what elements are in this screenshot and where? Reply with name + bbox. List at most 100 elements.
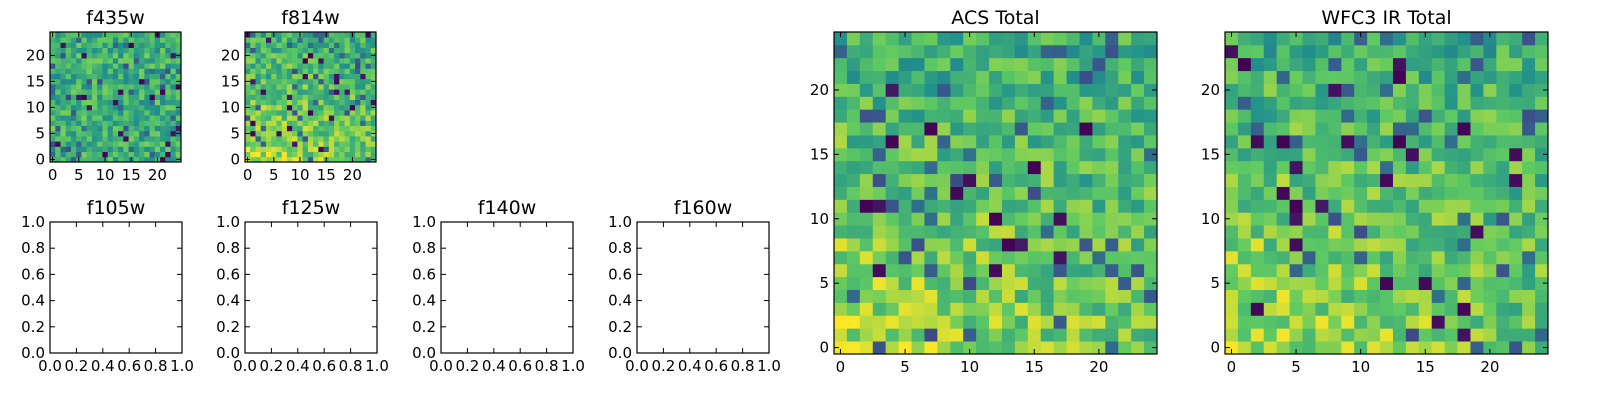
heatmap-cell: [1118, 160, 1132, 175]
heatmap-cell: [323, 63, 330, 69]
heatmap-cell: [1496, 276, 1510, 290]
heatmap-cell: [144, 89, 150, 95]
y-tick-label: 0.2: [21, 318, 45, 336]
heatmap-cell: [355, 120, 361, 126]
heatmap-cell: [1392, 225, 1407, 239]
heatmap-cell: [1444, 32, 1458, 46]
heatmap-cell: [1496, 160, 1510, 175]
heatmap-cell: [1001, 225, 1016, 239]
heatmap-cell: [885, 186, 899, 200]
heatmap-cell: [292, 156, 298, 163]
heatmap-cell: [1263, 135, 1278, 149]
heatmap-cell: [276, 141, 283, 147]
heatmap-cell: [1001, 57, 1016, 72]
heatmap-cell: [133, 37, 140, 43]
heatmap-cell: [1522, 70, 1536, 84]
heatmap-cell: [360, 136, 366, 142]
heatmap-cell: [898, 341, 912, 355]
heatmap-cell: [1144, 32, 1158, 46]
heatmap-cell: [334, 125, 340, 132]
heatmap-cell: [834, 109, 848, 123]
heatmap-cell: [859, 57, 874, 72]
heatmap-cell: [97, 136, 103, 142]
heatmap-cell: [1289, 135, 1303, 149]
heatmap-cell: [91, 120, 98, 126]
heatmap-cell: [123, 37, 129, 43]
heatmap-cell: [307, 47, 314, 54]
heatmap-cell: [139, 84, 145, 90]
heatmap-cell: [97, 115, 103, 121]
heatmap-cell: [307, 120, 314, 126]
heatmap-cell: [834, 289, 848, 303]
heatmap-cell: [1367, 32, 1381, 46]
heatmap-cell: [1431, 122, 1446, 136]
heatmap-cell: [370, 141, 377, 147]
heatmap-cell: [318, 78, 324, 85]
heatmap-cell: [1276, 225, 1290, 239]
heatmap-cell: [160, 58, 166, 64]
heatmap-cell: [976, 315, 990, 329]
heatmap-cell: [885, 225, 899, 239]
heatmap-cell: [118, 110, 124, 116]
heatmap-cell: [911, 109, 925, 123]
heatmap-cell: [1118, 173, 1132, 187]
heatmap-cell: [281, 130, 288, 137]
heatmap-cell: [107, 78, 114, 85]
heatmap-cell: [1250, 238, 1265, 252]
heatmap-cell: [1014, 32, 1029, 46]
heatmap-cell: [318, 125, 324, 132]
heatmap-cell: [154, 136, 161, 142]
heatmap-cell: [334, 52, 340, 59]
heatmap-cell: [1367, 250, 1381, 265]
heatmap-cell: [1092, 328, 1106, 342]
panel-f125w: f125w0.00.00.20.20.40.40.60.60.80.81.01.…: [216, 197, 389, 375]
heatmap-cell: [302, 130, 309, 137]
heatmap-cell: [1535, 109, 1549, 123]
heatmap-cell: [313, 63, 319, 69]
heatmap-cell: [286, 141, 293, 147]
heatmap-cell: [365, 120, 372, 126]
heatmap-cell: [1418, 276, 1433, 290]
heatmap-cell: [924, 289, 938, 303]
heatmap-cell: [55, 146, 61, 152]
heatmap-cell: [1237, 341, 1252, 355]
heatmap-cell: [937, 160, 951, 175]
heatmap-cell: [1079, 238, 1093, 252]
heatmap-cell: [55, 104, 61, 111]
heatmap-cell: [1354, 122, 1368, 136]
heatmap-cell: [1289, 70, 1303, 84]
heatmap-cell: [260, 68, 267, 74]
heatmap-cell: [107, 130, 114, 137]
heatmap-cell: [1444, 44, 1458, 59]
heatmap-cell: [81, 120, 88, 126]
heatmap-cell: [154, 99, 161, 106]
heatmap-cell: [1105, 186, 1119, 200]
heatmap-cell: [846, 199, 861, 213]
heatmap-cell: [1276, 57, 1290, 72]
heatmap-cell: [76, 125, 82, 132]
heatmap-cell: [1328, 225, 1342, 239]
heatmap-cell: [349, 125, 356, 132]
heatmap-cell: [1250, 276, 1265, 290]
heatmap-cell: [297, 130, 304, 137]
heatmap-cell: [107, 52, 114, 59]
heatmap-cell: [950, 250, 964, 265]
heatmap-cell: [102, 99, 109, 106]
heatmap-cell: [245, 58, 251, 64]
heatmap-cell: [1105, 83, 1119, 97]
heatmap-cell: [1470, 44, 1484, 59]
heatmap-cell: [276, 125, 283, 132]
heatmap-cell: [139, 110, 145, 116]
x-tick-label: 0.8: [339, 357, 363, 375]
heatmap-cell: [76, 146, 82, 152]
heatmap-cell: [1444, 302, 1458, 316]
heatmap-cell: [1053, 147, 1067, 162]
heatmap-cell: [265, 68, 272, 74]
heatmap-cell: [911, 263, 925, 278]
heatmap-cell: [50, 84, 56, 90]
heatmap-image: [245, 32, 377, 163]
heatmap-cell: [91, 73, 98, 80]
heatmap-cell: [260, 110, 267, 116]
heatmap-cell: [1014, 109, 1029, 123]
heatmap-cell: [97, 120, 103, 126]
